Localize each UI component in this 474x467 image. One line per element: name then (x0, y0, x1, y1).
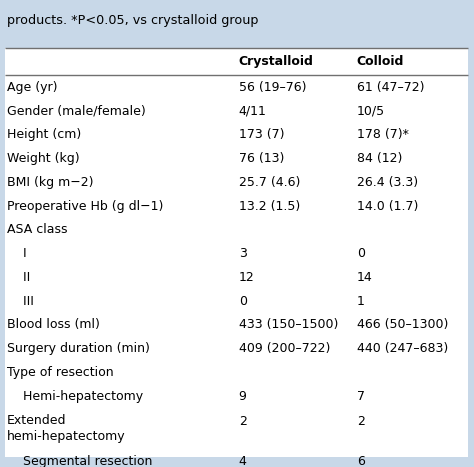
Text: 2: 2 (239, 415, 246, 428)
Text: 7: 7 (357, 389, 365, 403)
Text: 4/11: 4/11 (239, 105, 266, 118)
Text: Weight (kg): Weight (kg) (7, 152, 80, 165)
Text: 173 (7): 173 (7) (239, 128, 284, 142)
Text: I: I (7, 247, 27, 260)
Text: 56 (19–76): 56 (19–76) (239, 81, 306, 94)
Text: Blood loss (ml): Blood loss (ml) (7, 318, 100, 332)
Text: 1: 1 (357, 295, 365, 308)
Text: 2: 2 (357, 415, 365, 428)
Text: 178 (7)*: 178 (7)* (357, 128, 409, 142)
Text: 0: 0 (239, 295, 246, 308)
Text: 61 (47–72): 61 (47–72) (357, 81, 424, 94)
Text: III: III (7, 295, 34, 308)
Text: 14.0 (1.7): 14.0 (1.7) (357, 199, 418, 212)
Text: 25.7 (4.6): 25.7 (4.6) (239, 176, 300, 189)
Text: 9: 9 (239, 389, 246, 403)
Text: 4: 4 (239, 455, 246, 467)
Text: Age (yr): Age (yr) (7, 81, 57, 94)
Text: hemi-hepatectomy: hemi-hepatectomy (7, 430, 126, 443)
Text: 84 (12): 84 (12) (357, 152, 402, 165)
Text: II: II (7, 271, 30, 284)
Text: Type of resection: Type of resection (7, 366, 114, 379)
Text: ASA class: ASA class (7, 223, 68, 236)
Text: 10/5: 10/5 (357, 105, 385, 118)
Text: 14: 14 (357, 271, 373, 284)
Text: Crystalloid: Crystalloid (239, 55, 314, 68)
Text: Colloid: Colloid (357, 55, 404, 68)
Text: Surgery duration (min): Surgery duration (min) (7, 342, 150, 355)
Text: Height (cm): Height (cm) (7, 128, 82, 142)
Text: 440 (247–683): 440 (247–683) (357, 342, 448, 355)
Text: 6: 6 (357, 455, 365, 467)
Text: 3: 3 (239, 247, 246, 260)
Text: 0: 0 (357, 247, 365, 260)
Text: 13.2 (1.5): 13.2 (1.5) (239, 199, 300, 212)
Text: 26.4 (3.3): 26.4 (3.3) (357, 176, 418, 189)
FancyBboxPatch shape (5, 48, 468, 467)
Text: 12: 12 (239, 271, 255, 284)
Text: BMI (kg m−2): BMI (kg m−2) (7, 176, 93, 189)
Text: 466 (50–1300): 466 (50–1300) (357, 318, 448, 332)
Text: Hemi-hepatectomy: Hemi-hepatectomy (7, 389, 143, 403)
Text: 409 (200–722): 409 (200–722) (239, 342, 330, 355)
Text: products. *P<0.05, vs crystalloid group: products. *P<0.05, vs crystalloid group (7, 14, 259, 27)
Text: 433 (150–1500): 433 (150–1500) (239, 318, 338, 332)
Text: Gender (male/female): Gender (male/female) (7, 105, 146, 118)
Text: 76 (13): 76 (13) (239, 152, 284, 165)
Text: Segmental resection: Segmental resection (7, 455, 153, 467)
Text: Extended: Extended (7, 414, 66, 427)
Text: Preoperative Hb (g dl−1): Preoperative Hb (g dl−1) (7, 199, 164, 212)
